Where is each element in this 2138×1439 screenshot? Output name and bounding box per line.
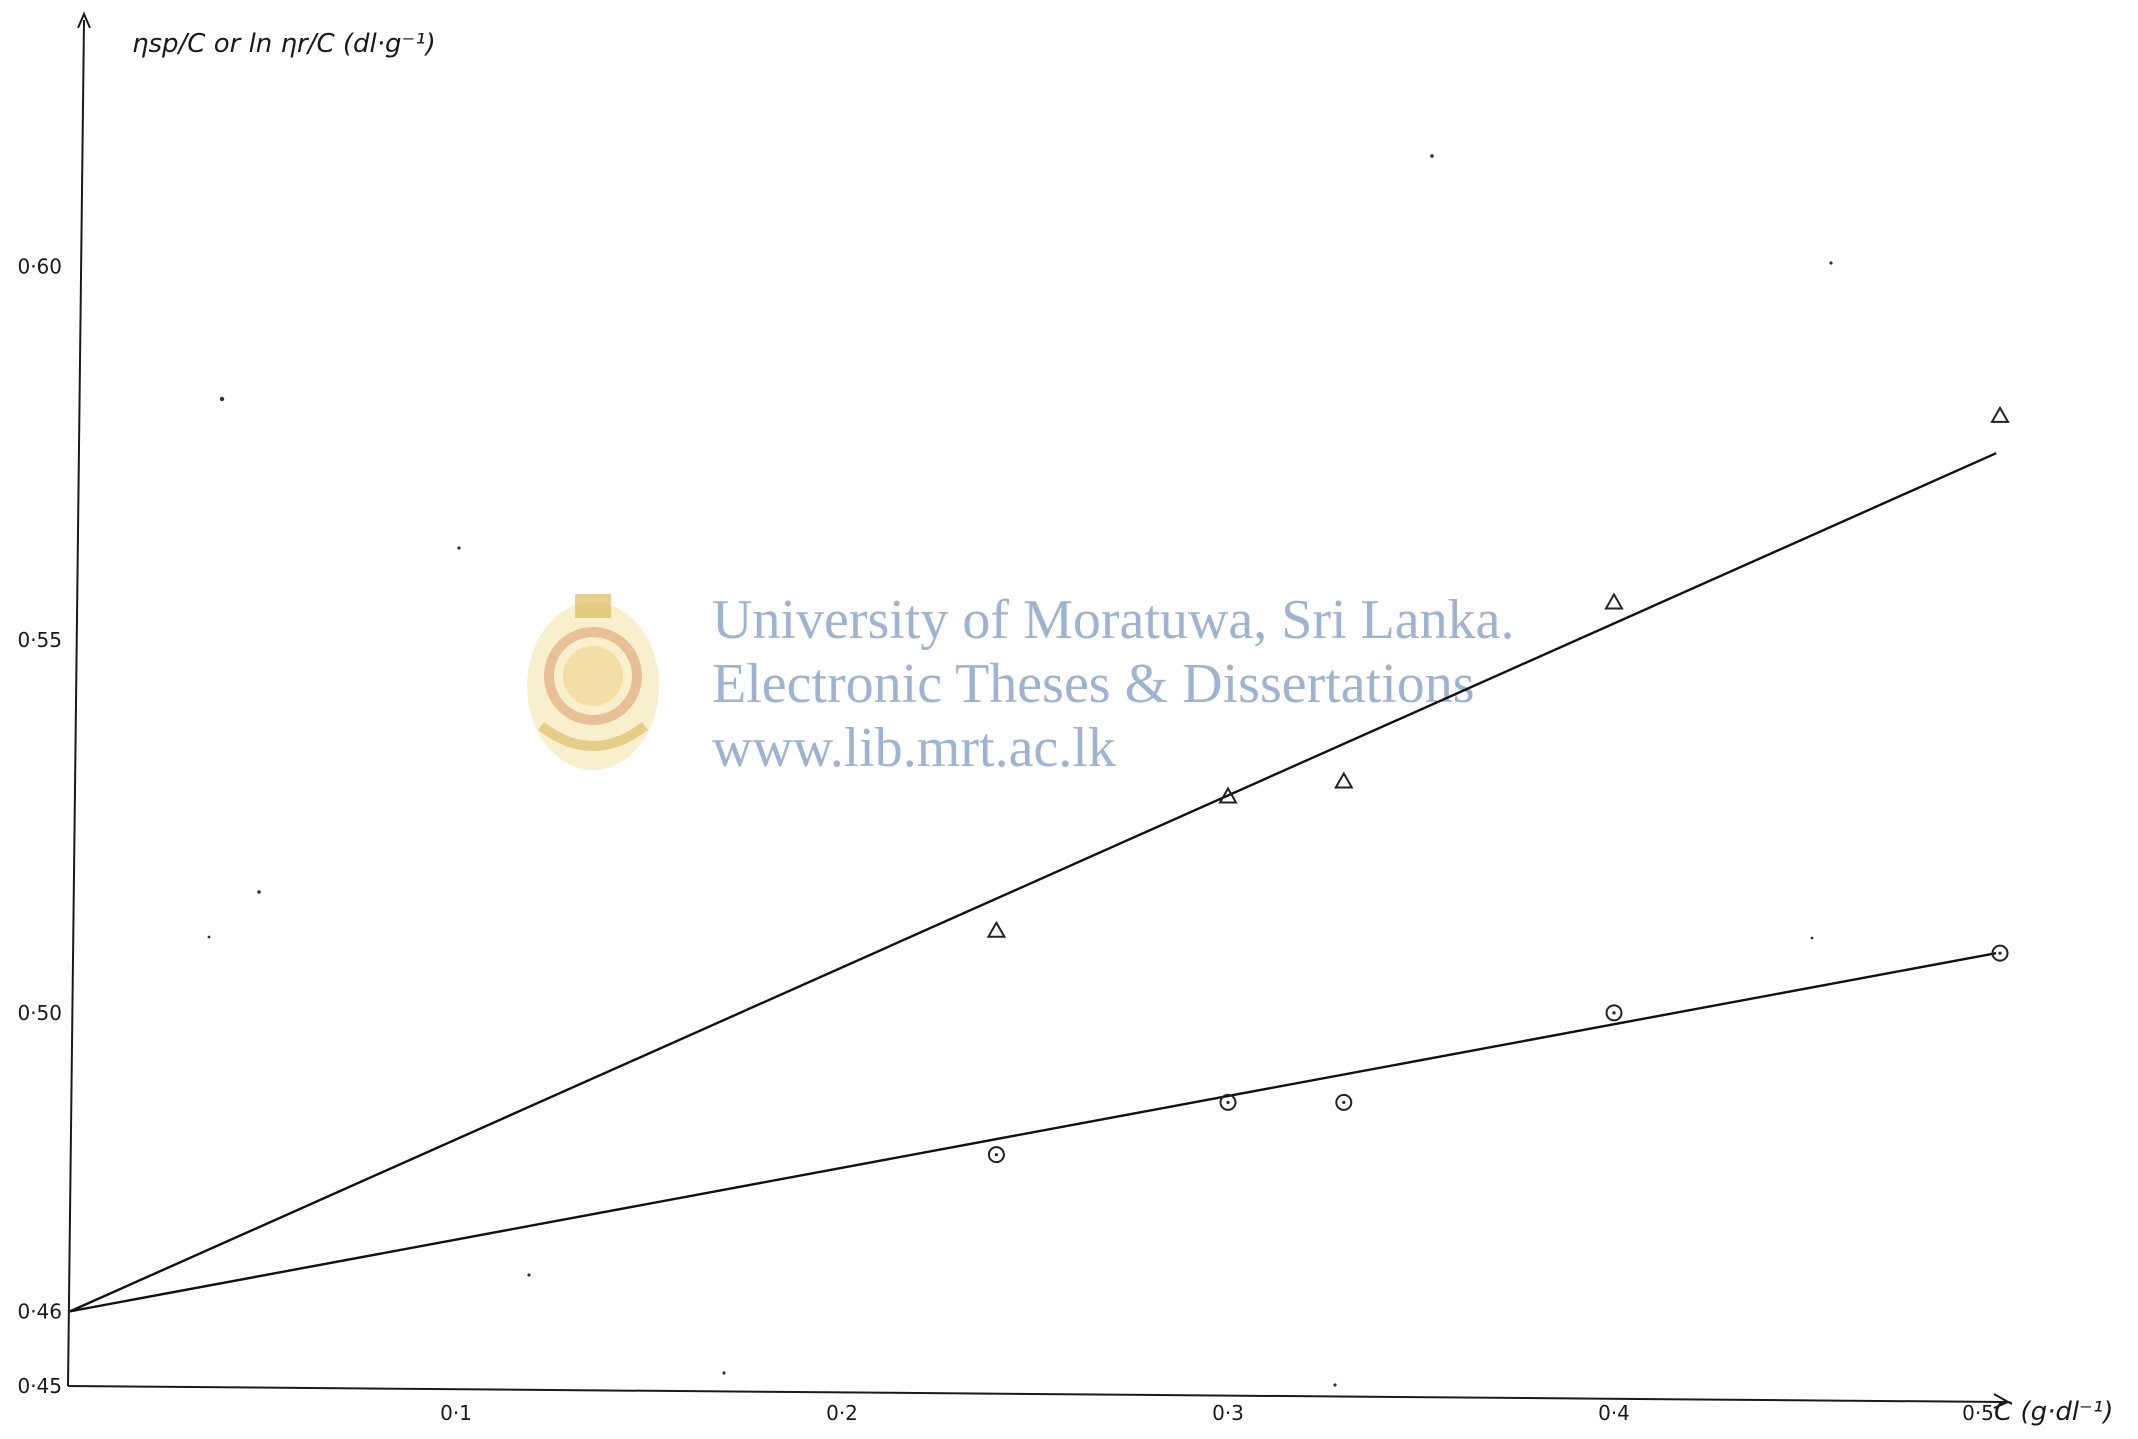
- fit-lines: [69, 452, 1997, 1313]
- y-axis: [67, 19, 85, 1387]
- watermark: University of Moratuwa, Sri Lanka. Elect…: [712, 589, 1514, 779]
- x-tick-label: 0·5: [1962, 1401, 1994, 1425]
- circle-point: [1991, 944, 2009, 962]
- triangle-point: [1218, 786, 1238, 804]
- y-axis-label: ηsp/C or ln ηr/C (dl·g⁻¹): [132, 29, 436, 59]
- watermark-line-1: University of Moratuwa, Sri Lanka.: [712, 589, 1514, 651]
- x-tick-labels: 0·1 0·2 0·3 0·4 0·5: [440, 1401, 1994, 1425]
- circle-point: [1219, 1093, 1237, 1111]
- y-tick-label: 0·60: [17, 255, 62, 279]
- y-tick-label: 0·46: [17, 1299, 62, 1323]
- watermark-line-3: www.lib.mrt.ac.lk: [712, 717, 1116, 779]
- scan-specks: [207, 154, 1833, 1387]
- y-tick-label: 0·55: [17, 628, 62, 652]
- axes: [67, 11, 2011, 1409]
- triangle-point: [1334, 771, 1354, 789]
- x-axis: [67, 1385, 2005, 1403]
- triangle-point: [986, 920, 1007, 938]
- x-axis-label: C (g·dl⁻¹): [1994, 1397, 2113, 1427]
- triangle-point: [1990, 405, 2010, 423]
- data-points: [986, 405, 2010, 1164]
- circle-point: [1605, 1004, 1623, 1022]
- triangle-series-fit-line: [69, 452, 1997, 1313]
- x-tick-label: 0·3: [1212, 1401, 1244, 1425]
- circle-point: [1335, 1093, 1353, 1111]
- x-tick-label: 0·1: [440, 1401, 472, 1425]
- circle-series-fit-line: [69, 951, 1997, 1313]
- y-tick-label: 0·45: [17, 1374, 62, 1398]
- university-crest-logo: [527, 594, 659, 770]
- x-axis-arrow-icon: [1993, 1393, 2011, 1409]
- x-tick-label: 0·2: [826, 1401, 858, 1425]
- triangle-point: [1604, 592, 1624, 610]
- x-tick-label: 0·4: [1598, 1401, 1630, 1425]
- watermark-line-2: Electronic Theses & Dissertations: [712, 653, 1475, 715]
- circle-point: [987, 1146, 1005, 1164]
- y-tick-labels: 0·45 0·46 0·50 0·55 0·60: [17, 255, 62, 1398]
- y-tick-label: 0·50: [17, 1001, 62, 1025]
- y-axis-arrow-icon: [77, 11, 91, 29]
